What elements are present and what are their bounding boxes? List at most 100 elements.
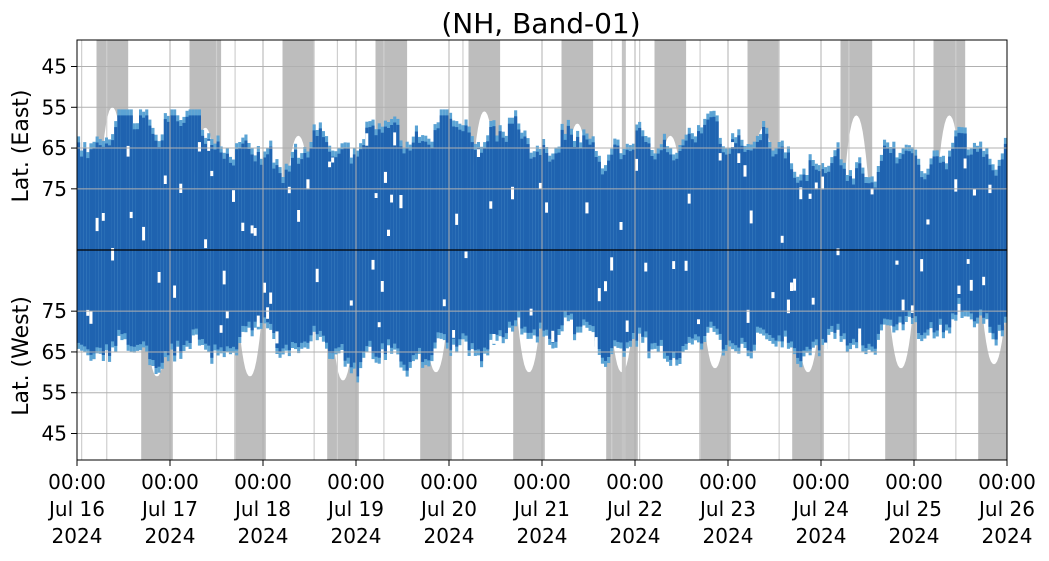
- activity-column: [675, 158, 679, 360]
- activity-column: [377, 129, 381, 358]
- activity-column: [216, 141, 220, 350]
- activity-column: [365, 127, 369, 347]
- activity-gap: [870, 188, 874, 195]
- activity-column: [160, 140, 164, 363]
- y-tick-label: 55: [42, 381, 67, 405]
- activity-column: [653, 159, 657, 343]
- activity-column: [318, 128, 322, 331]
- activity-column: [895, 163, 899, 325]
- activity-column: [418, 142, 422, 348]
- activity-column: [976, 151, 980, 318]
- activity-column: [687, 133, 691, 337]
- activity-column: [991, 170, 995, 334]
- activity-gap: [387, 229, 391, 236]
- activity-gap: [545, 202, 549, 213]
- activity-column: [514, 116, 518, 321]
- activity-gap: [529, 308, 533, 316]
- x-tick-label: Jul 20: [419, 497, 477, 521]
- activity-column: [402, 153, 406, 365]
- activity-gap: [697, 319, 701, 325]
- activity-gap: [635, 158, 639, 171]
- activity-gap: [297, 210, 301, 222]
- activity-column: [619, 159, 623, 343]
- activity-column: [597, 161, 601, 349]
- x-tick-label: Jul 17: [140, 497, 198, 521]
- x-tick-label: 00:00: [606, 470, 664, 494]
- activity-gap: [687, 193, 691, 204]
- activity-column: [455, 127, 459, 347]
- activity-column: [269, 146, 273, 324]
- x-tick-label: 00:00: [978, 470, 1036, 494]
- x-tick-label: 2024: [517, 524, 568, 548]
- x-tick-label: 00:00: [420, 470, 478, 494]
- activity-column: [309, 148, 313, 336]
- activity-column: [207, 139, 211, 346]
- illumination-lobe-west: [606, 262, 638, 460]
- activity-column: [86, 158, 90, 350]
- activity-column: [328, 151, 332, 353]
- activity-column: [334, 157, 338, 349]
- activity-gap: [963, 158, 967, 169]
- activity-column: [566, 125, 570, 316]
- activity-column: [529, 158, 533, 333]
- activity-gap: [808, 193, 812, 199]
- activity-gap: [287, 186, 291, 194]
- y-tick-label: 55: [42, 95, 67, 119]
- activity-column: [814, 169, 818, 340]
- activity-column: [393, 122, 397, 344]
- activity-column: [876, 172, 880, 334]
- activity-column: [588, 144, 592, 325]
- activity-gap: [749, 210, 753, 224]
- activity-gap: [377, 322, 381, 328]
- activity-gap: [452, 330, 456, 338]
- activity-gap: [644, 262, 648, 272]
- activity-column: [232, 165, 236, 347]
- activity-gap: [86, 309, 90, 316]
- activity-column: [191, 115, 195, 330]
- activity-column: [117, 115, 121, 330]
- activity-column: [511, 123, 515, 326]
- activity-column: [966, 155, 970, 311]
- activity-gap: [207, 140, 211, 151]
- activity-column: [228, 162, 232, 349]
- x-tick-label: 2024: [238, 524, 289, 548]
- y-axis-label-east: Lat. (East): [9, 90, 34, 203]
- activity-gap: [895, 260, 899, 265]
- activity-gap: [597, 288, 601, 302]
- activity-column: [768, 148, 772, 335]
- activity-column: [910, 153, 914, 318]
- illumination-lobe-east: [468, 40, 501, 237]
- activity-column: [352, 154, 356, 363]
- activity-column: [662, 139, 666, 353]
- activity-gap: [390, 194, 394, 203]
- activity-column: [892, 147, 896, 327]
- activity-gap: [371, 259, 375, 270]
- activity-column: [421, 141, 425, 362]
- activity-gap: [89, 311, 93, 324]
- activity-column: [690, 139, 694, 339]
- activity-column: [284, 169, 288, 345]
- activity-gap: [101, 213, 105, 221]
- activity-gap: [625, 320, 629, 332]
- activity-column: [607, 160, 611, 357]
- activity-column: [449, 118, 453, 350]
- activity-column: [179, 126, 183, 353]
- activity-gap: [129, 211, 133, 219]
- activity-column: [362, 145, 366, 352]
- illumination-lobe-east: [282, 40, 315, 239]
- activity-column: [557, 152, 561, 329]
- x-tick-label: 2024: [610, 524, 661, 548]
- activity-column: [693, 142, 697, 335]
- activity-gap: [718, 153, 722, 161]
- activity-column: [535, 151, 539, 337]
- activity-gap: [331, 157, 335, 163]
- activity-gap: [926, 219, 930, 225]
- activity-gap: [790, 282, 794, 291]
- activity-gap: [250, 225, 254, 234]
- activity-column: [845, 181, 849, 346]
- activity-column: [520, 138, 524, 329]
- activity-gap: [197, 142, 201, 152]
- x-tick-label: Jul 23: [698, 497, 756, 521]
- activity-column: [287, 171, 291, 351]
